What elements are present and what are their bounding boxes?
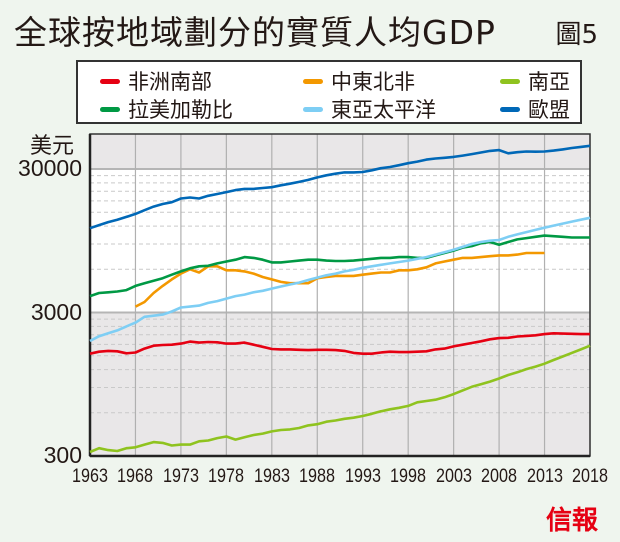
legend-item: 拉美加勒比 <box>100 94 233 124</box>
x-tick-label: 1973 <box>162 466 199 487</box>
x-tick-label: 2013 <box>526 466 563 487</box>
legend-label: 非洲南部 <box>128 70 212 94</box>
y-tick-label: 30000 <box>18 155 82 181</box>
legend-swatch <box>303 78 323 84</box>
legend-label: 東亞太平洋 <box>331 98 436 122</box>
figure-label: 圖5 <box>555 20 598 50</box>
series-line-3 <box>89 234 590 298</box>
x-tick-label: 2003 <box>435 466 472 487</box>
series-line-1 <box>134 251 545 308</box>
band-bottom <box>90 312 590 456</box>
legend-swatch <box>100 106 120 112</box>
x-tick-label: 1978 <box>208 466 245 487</box>
band-middle <box>90 169 590 313</box>
series-line-0 <box>89 331 590 356</box>
x-tick-label: 1983 <box>253 466 290 487</box>
legend-swatch <box>303 106 323 112</box>
legend-label: 中東北非 <box>331 70 415 94</box>
y-tick-label: 3000 <box>30 299 82 325</box>
x-tick-label: 1993 <box>344 466 381 487</box>
legend-item: 南亞 <box>500 66 570 96</box>
series-line-2 <box>89 344 591 454</box>
legend-label: 歐盟 <box>528 98 570 122</box>
y-axis-unit: 美元 <box>30 134 75 159</box>
legend-item: 歐盟 <box>500 94 570 124</box>
x-tick-label: 1968 <box>117 466 154 487</box>
x-tick-label: 1998 <box>390 466 427 487</box>
legend-swatch <box>100 78 120 84</box>
legend-item: 非洲南部 <box>100 66 212 96</box>
legend-item: 中東北非 <box>303 66 415 96</box>
series-line-5 <box>89 144 591 230</box>
series-line-4 <box>89 216 591 343</box>
x-tick-label: 1963 <box>72 466 108 487</box>
legend: 非洲南部 中東北非 南亞 拉美加勒比 東亞太平洋 歐盟 <box>76 60 582 124</box>
legend-swatch <box>500 78 520 84</box>
y-tick-label: 300 <box>43 442 82 468</box>
x-tick-label: 2018 <box>572 466 608 487</box>
legend-swatch <box>500 106 520 112</box>
hkej-logo: 信報 <box>545 506 598 536</box>
x-tick-label: 2008 <box>481 466 518 487</box>
legend-label: 南亞 <box>528 70 570 94</box>
legend-item: 東亞太平洋 <box>303 94 436 124</box>
chart-title: 全球按地域劃分的實質人均GDP <box>14 13 496 52</box>
x-tick-label: 1988 <box>299 466 336 487</box>
legend-label: 拉美加勒比 <box>128 98 233 122</box>
